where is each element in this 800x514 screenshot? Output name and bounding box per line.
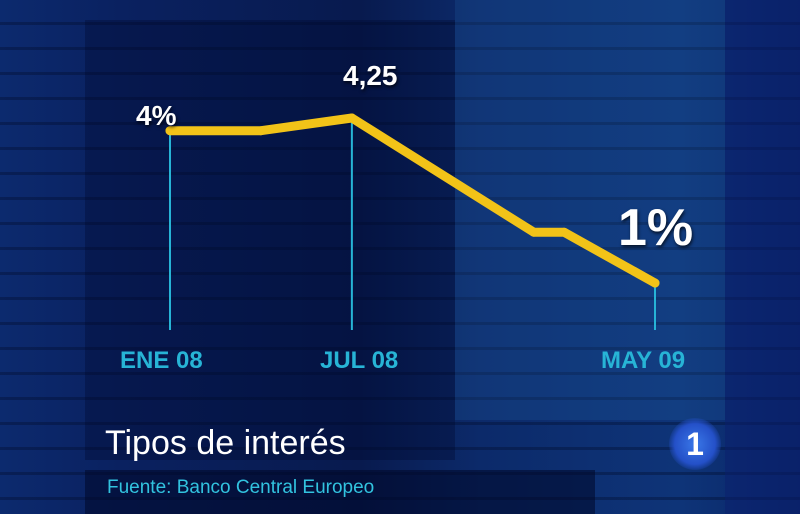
x-tick-label-jul08: JUL 08: [320, 347, 399, 374]
channel-logo: 1: [669, 418, 721, 470]
caption-bar: [85, 470, 595, 514]
background-edge: [725, 0, 800, 514]
data-point: [165, 126, 175, 136]
data-point: [347, 113, 357, 123]
data-label-ene08: 4%: [136, 100, 177, 131]
series-line: [165, 113, 660, 288]
x-tick-label-may09: MAY 09: [601, 347, 686, 374]
data-point: [650, 278, 660, 288]
source-note: Fuente: Banco Central Europeo: [107, 477, 375, 498]
data-point: [529, 227, 539, 237]
data-point: [559, 227, 569, 237]
chart-title: Tipos de interés: [105, 424, 346, 462]
data-point: [256, 126, 266, 136]
data-label-may09: 1%: [618, 199, 694, 257]
background-panel: [85, 20, 455, 460]
x-tick-label-ene08: ENE 08: [120, 347, 203, 374]
data-label-jul08: 4,25: [343, 60, 398, 91]
